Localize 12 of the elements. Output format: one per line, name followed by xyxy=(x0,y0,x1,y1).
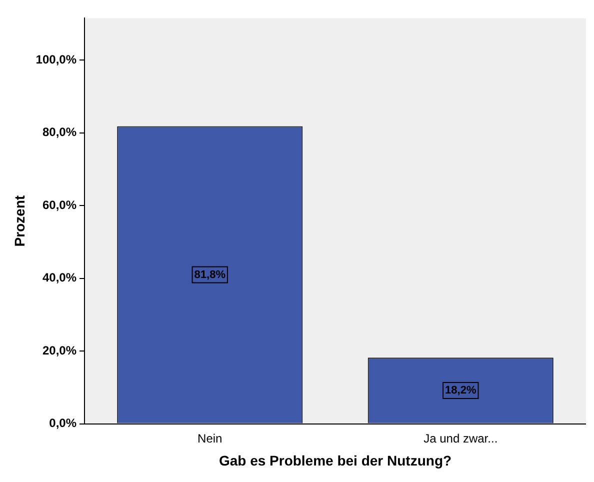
y-tick-label: 80,0% xyxy=(42,125,77,140)
data-label: 81,8% xyxy=(194,268,226,281)
x-tick-label: Ja und zwar... xyxy=(424,431,498,446)
data-label: 18,2% xyxy=(445,384,476,396)
y-tick-label: 0,0% xyxy=(49,416,77,430)
y-tick-label: 20,0% xyxy=(42,343,77,358)
y-axis-title: Prozent xyxy=(11,194,28,247)
x-axis-title: Gab es Probleme bei der Nutzung? xyxy=(218,452,452,468)
x-tick-label: Nein xyxy=(198,431,222,446)
y-tick-label: 40,0% xyxy=(42,270,77,285)
y-tick-label: 100,0% xyxy=(36,52,77,66)
y-tick-label: 60,0% xyxy=(42,198,77,212)
